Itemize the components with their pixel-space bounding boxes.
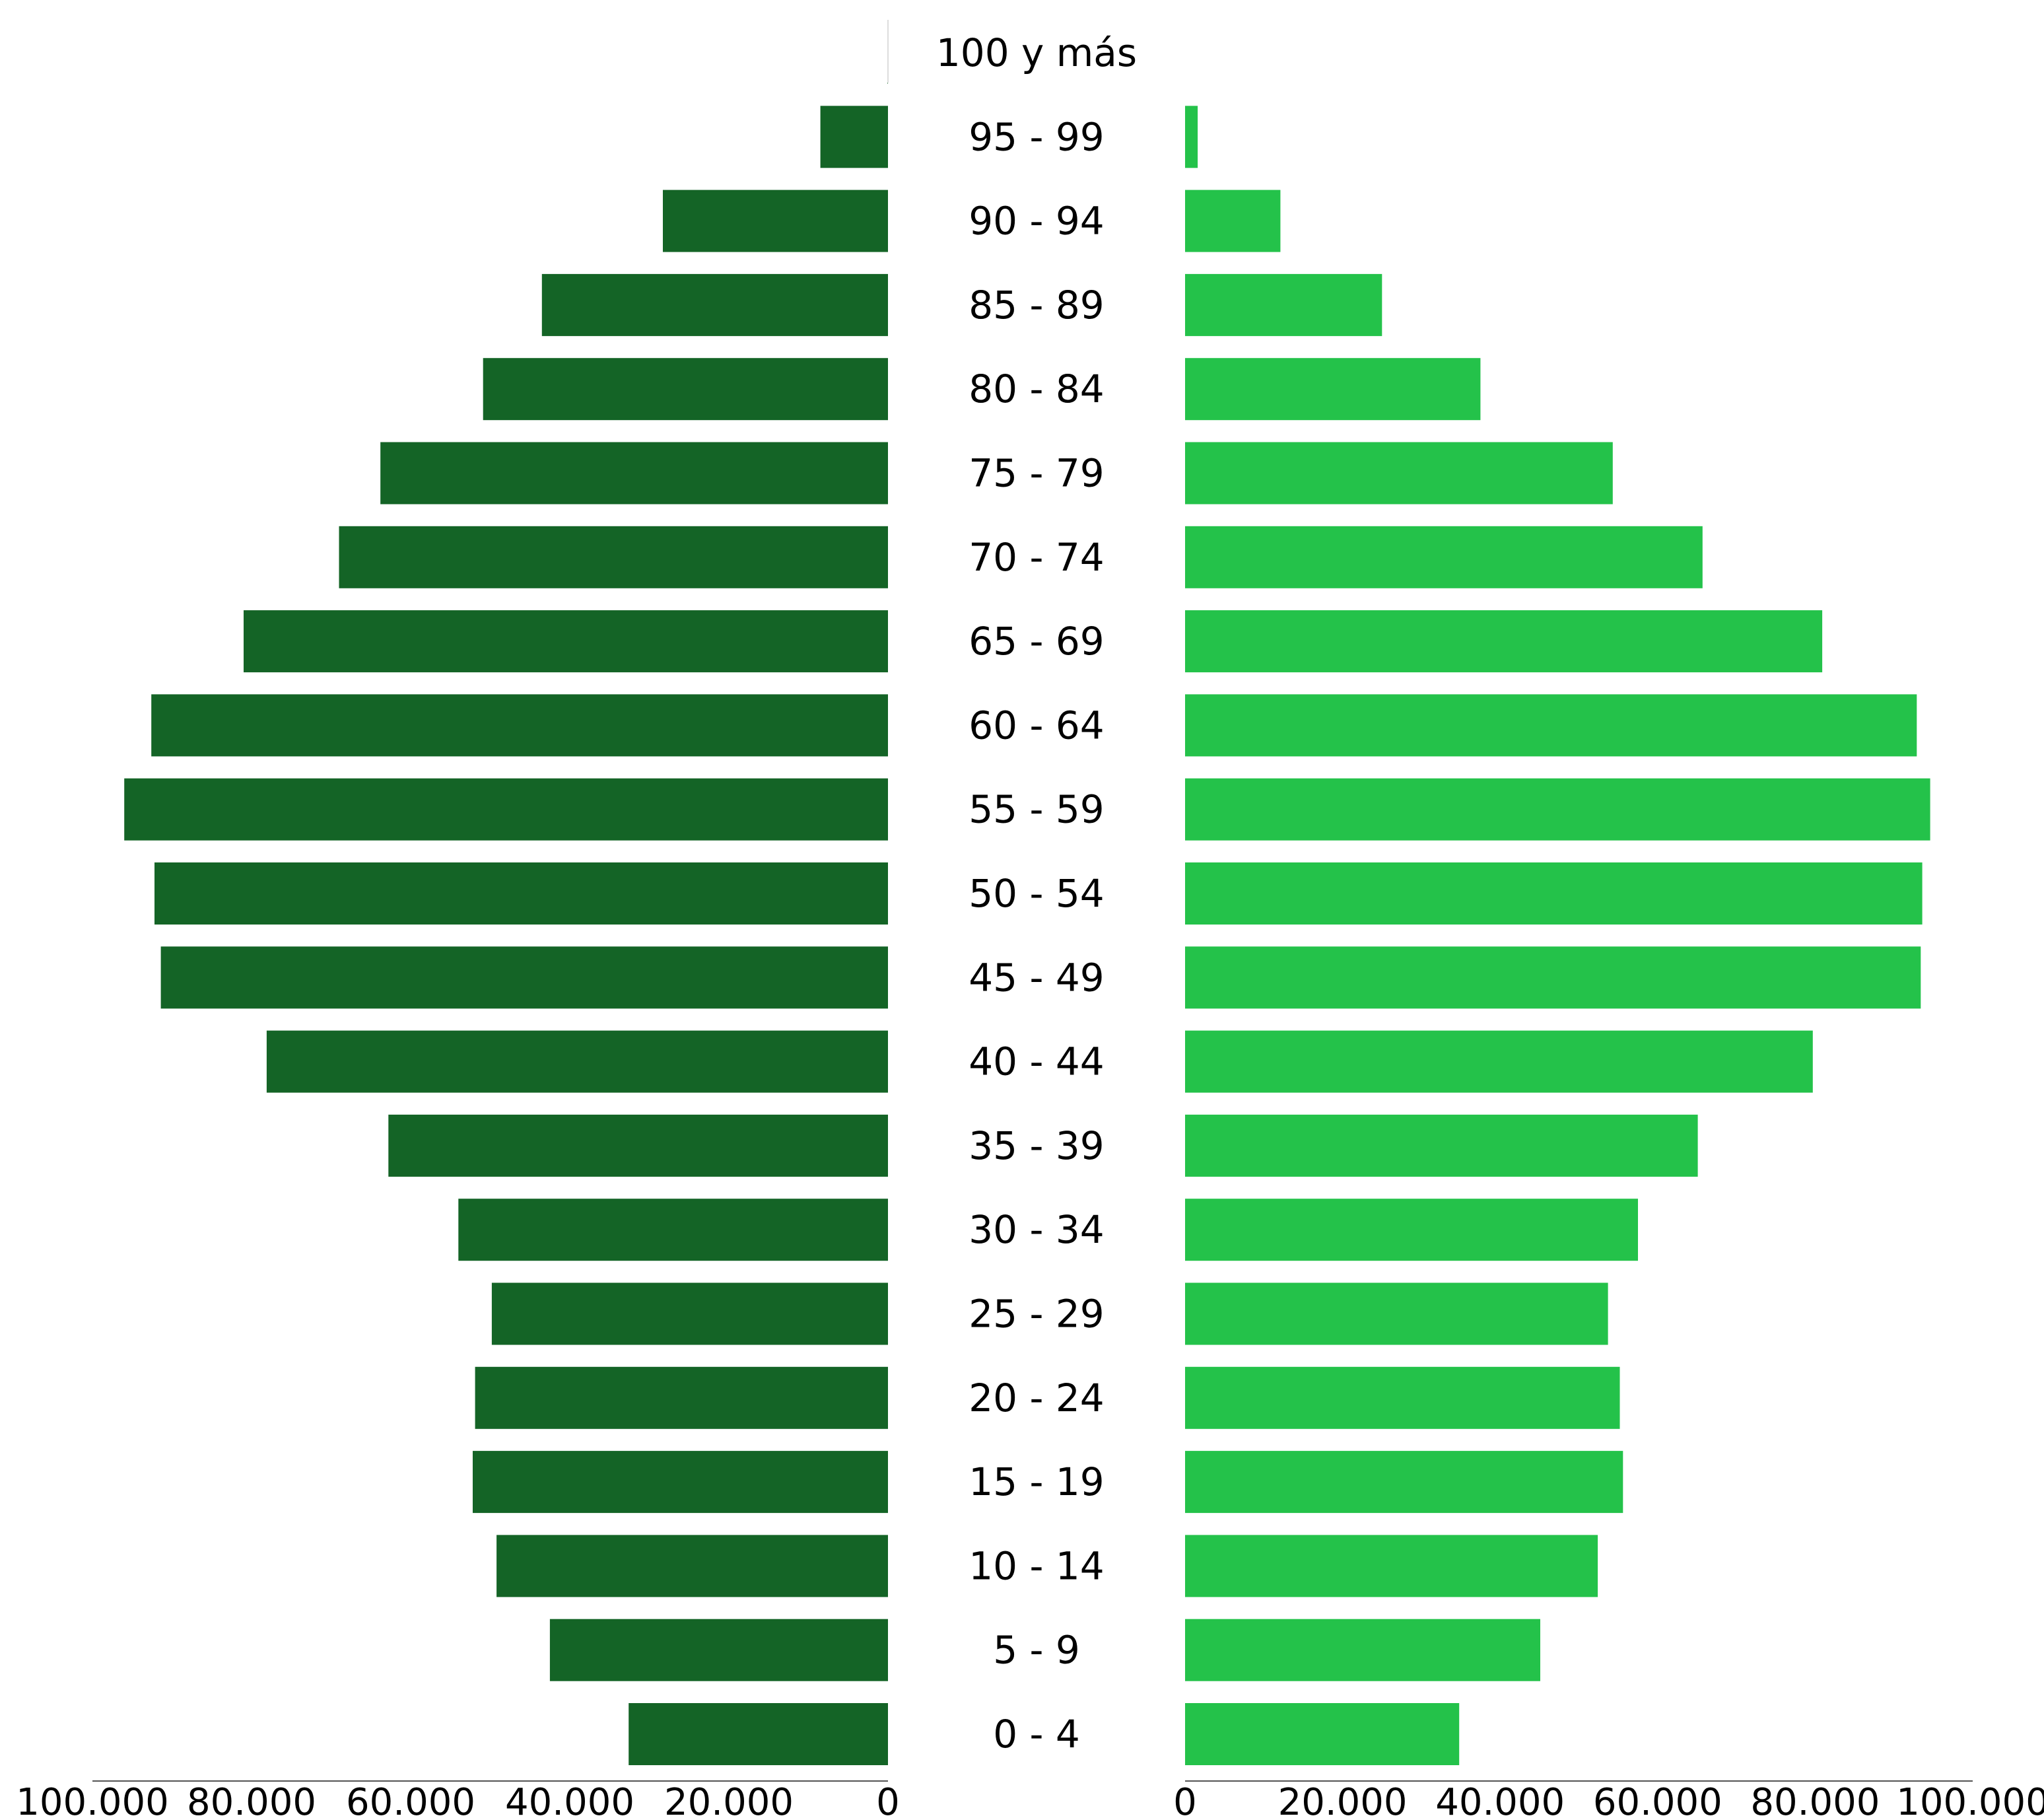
age-group-labels: 100 y más 95 - 99 90 - 94 85 - 89 80 - 84 75 … [936,30,1137,1757]
left-tick-label: 20.000 [664,1781,794,1818]
right-tick-label: 20.000 [1278,1781,1408,1818]
right-bar-65-69 [1185,610,1823,673]
right-tick-label: 0 [1173,1781,1197,1818]
left-bar-35-39 [388,1114,888,1177]
right-bars-group [1185,106,1930,1765]
age-label-85-89: 85 - 89 [969,283,1104,328]
age-label-65-69: 65 - 69 [969,619,1104,664]
left-bar-75-79 [380,442,888,505]
left-bar-80-84 [483,358,888,421]
right-axis-tick-labels: 0 20.000 40.000 60.000 80.000 100.000 [1173,1781,2044,1818]
right-bar-90-94 [1185,190,1281,252]
left-bar-45-49 [160,946,889,1009]
right-bar-50-54 [1185,862,1923,925]
age-label-40-44: 40 - 44 [969,1039,1104,1084]
right-bar-95-99 [1185,106,1198,168]
left-bar-15-19 [473,1451,888,1514]
left-bar-95-99 [820,106,888,168]
left-tick-label: 100.000 [16,1781,169,1818]
left-bar-65-69 [244,610,888,673]
age-label-80-84: 80 - 84 [969,367,1104,411]
right-bar-20-24 [1185,1366,1620,1429]
left-bar-90-94 [663,190,888,252]
right-bar-80-84 [1185,358,1481,421]
age-label-60-64: 60 - 64 [969,703,1104,748]
right-tick-label: 100.000 [1896,1781,2044,1818]
right-bar-10-14 [1185,1535,1598,1597]
right-bar-70-74 [1185,526,1703,588]
right-tick-label: 40.000 [1435,1781,1565,1818]
left-tick-label: 40.000 [505,1781,634,1818]
age-label-45-49: 45 - 49 [969,955,1104,1000]
age-label-50-54: 50 - 54 [969,871,1104,916]
left-bar-70-74 [339,526,888,588]
left-bar-25-29 [491,1282,888,1345]
right-bar-30-34 [1185,1199,1638,1261]
right-tick-label: 60.000 [1593,1781,1722,1818]
right-bar-60-64 [1185,694,1917,757]
age-label-70-74: 70 - 74 [969,535,1104,580]
age-label-75-79: 75 - 79 [969,451,1104,496]
age-label-15-19: 15 - 19 [969,1459,1104,1504]
left-bar-30-34 [458,1199,888,1261]
right-bar-45-49 [1185,946,1921,1009]
age-label-35-39: 35 - 39 [969,1123,1104,1168]
left-tick-label: 80.000 [187,1781,316,1818]
age-label-30-34: 30 - 34 [969,1207,1104,1252]
left-bar-40-44 [266,1030,888,1093]
left-tick-label: 60.000 [346,1781,475,1818]
age-label-95-99: 95 - 99 [969,114,1104,159]
right-bar-55-59 [1185,778,1930,841]
age-label-10-14: 10 - 14 [969,1543,1104,1588]
age-label-100-y-m-s: 100 y más [936,30,1137,75]
right-bar-25-29 [1185,1282,1608,1345]
right-bar-5-9 [1185,1619,1540,1681]
left-bar-0-4 [629,1703,888,1765]
age-label-0-4: 0 - 4 [993,1712,1080,1757]
left-tick-label: 0 [876,1781,900,1818]
right-bar-15-19 [1185,1451,1623,1514]
left-bar-60-64 [151,694,889,757]
right-bar-75-79 [1185,442,1613,505]
age-label-20-24: 20 - 24 [969,1376,1104,1420]
age-label-25-29: 25 - 29 [969,1292,1104,1337]
left-bar-85-89 [541,273,888,336]
left-axis-tick-labels: 100.000 80.000 60.000 40.000 20.000 0 [16,1781,900,1818]
left-bar-10-14 [496,1535,888,1597]
left-bar-5-9 [549,1619,888,1681]
left-bar-55-59 [124,778,889,841]
age-label-90-94: 90 - 94 [969,199,1104,244]
age-label-55-59: 55 - 59 [969,787,1104,832]
right-bar-85-89 [1185,273,1382,336]
right-bar-35-39 [1185,1114,1698,1177]
left-bar-20-24 [475,1366,888,1429]
left-bar-50-54 [154,862,888,925]
right-bar-40-44 [1185,1030,1813,1093]
age-label-5-9: 5 - 9 [993,1628,1080,1673]
right-bar-0-4 [1185,1703,1460,1765]
right-tick-label: 80.000 [1750,1781,1880,1818]
left-bars-group [124,22,889,1765]
